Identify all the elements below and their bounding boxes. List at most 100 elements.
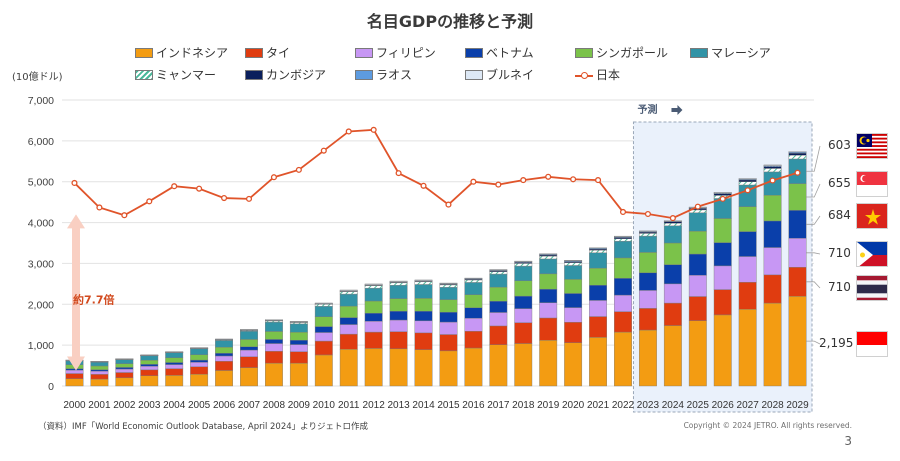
legend-item-thailand: タイ: [245, 44, 290, 61]
bar-segment-thailand: [215, 361, 233, 371]
bar-segment-brunei: [389, 280, 408, 282]
japan-point: [570, 176, 577, 183]
bar-segment-malaysia: [165, 352, 184, 359]
bar-segment-philippines: [564, 307, 583, 323]
bar-segment-philippines: [788, 238, 807, 268]
bar-segment-philippines: [713, 265, 732, 290]
bar-segment-thailand: [115, 372, 134, 379]
bar-stack-2013: [389, 280, 408, 387]
bar-segment-vietnam: [788, 210, 807, 239]
bar-segment-vietnam: [115, 367, 134, 370]
bar-stack-2023: [639, 230, 657, 387]
bar-stack-2018: [514, 260, 533, 387]
bar-segment-philippines: [240, 349, 258, 357]
legend-label: 日本: [596, 68, 621, 82]
bar-segment-malaysia: [364, 287, 383, 302]
legend-item-cambodia: カンボジア: [245, 66, 326, 83]
legend-label: インドネシア: [156, 46, 229, 60]
bar-segment-brunei: [240, 329, 258, 331]
bar-segment-vietnam: [713, 242, 732, 267]
japan-point: [121, 212, 128, 219]
bar-segment-indonesia: [314, 354, 333, 387]
bar-segment-cambodia: [763, 166, 782, 169]
bar-segment-brunei: [439, 282, 458, 284]
bar-segment-thailand: [389, 331, 408, 350]
bar-segment-vietnam: [140, 364, 159, 367]
bar-segment-singapore: [589, 267, 607, 286]
legend-item-philippines: フィリピン: [355, 44, 436, 61]
legend-swatch-malaysia: [690, 47, 708, 58]
bar-stack-2008: [265, 319, 283, 387]
y-tick-label: 2,000: [28, 299, 54, 311]
bar-segment-myanmar: [389, 282, 408, 286]
bar-segment-indonesia: [489, 344, 508, 387]
bar-segment-malaysia: [240, 331, 258, 340]
bar-segment-singapore: [90, 365, 109, 370]
bar-segment-vietnam: [165, 362, 184, 365]
bar-segment-thailand: [688, 296, 707, 321]
bar-stack-2004: [165, 351, 184, 387]
x-tick-label: 2029: [786, 400, 809, 411]
bar-segment-indonesia: [289, 362, 308, 387]
bar-segment-philippines: [464, 317, 483, 332]
chart-title: 名目GDPの推移と予測: [366, 12, 534, 31]
bar-segment-singapore: [165, 357, 184, 363]
bar-stack-2022: [614, 235, 632, 387]
bar-segment-brunei: [763, 164, 782, 166]
malaysia-flag-icon: [856, 133, 888, 159]
bar-segment-singapore: [539, 273, 558, 290]
bar-segment-singapore: [663, 242, 682, 265]
y-tick-label: 0: [48, 381, 54, 393]
x-tick-label: 2010: [313, 400, 336, 411]
bar-stack-2010: [314, 302, 333, 387]
callout-value-philippines: 710: [828, 246, 851, 260]
bar-segment-indonesia: [614, 331, 632, 387]
x-tick-label: 2008: [263, 400, 286, 411]
bar-segment-singapore: [639, 252, 657, 274]
bar-segment-brunei: [215, 338, 233, 340]
y-tick-label: 4,000: [28, 218, 54, 230]
bar-segment-singapore: [688, 230, 707, 255]
bar-segment-indonesia: [713, 314, 732, 387]
annotations: 約7.7倍: [67, 145, 821, 371]
bar-segment-philippines: [115, 368, 134, 373]
bar-segment-thailand: [439, 334, 458, 352]
bar-segment-thailand: [713, 289, 732, 316]
japan-point: [146, 198, 153, 205]
bar-segment-thailand: [265, 351, 283, 364]
bar-segment-indonesia: [240, 367, 258, 387]
japan-point: [420, 182, 427, 189]
bar-segment-myanmar: [539, 255, 558, 260]
bar-segment-philippines: [389, 319, 408, 332]
x-tick-label: 2014: [412, 400, 435, 411]
bar-stack-2016: [464, 277, 483, 387]
bar-segment-brunei: [489, 269, 508, 271]
bar-segment-brunei: [90, 361, 109, 362]
bar-segment-malaysia: [614, 240, 632, 259]
bar-segment-philippines: [663, 283, 682, 304]
bar-segment-indonesia: [514, 343, 533, 387]
bar-segment-myanmar: [788, 155, 807, 160]
bar-segment-malaysia: [90, 361, 109, 367]
bar-segment-singapore: [364, 300, 383, 314]
bar-segment-singapore: [240, 339, 258, 347]
legend-item-indonesia: インドネシア: [135, 44, 228, 61]
bar-segment-myanmar: [314, 304, 333, 307]
legend-swatch-indonesia: [135, 47, 153, 58]
y-tick-label: 1,000: [28, 340, 54, 352]
bar-segment-myanmar: [564, 262, 583, 266]
japan-point: [744, 187, 751, 194]
x-tick-label: 2028: [761, 400, 784, 411]
japan-point: [719, 195, 726, 202]
x-tick-label: 2007: [238, 400, 261, 411]
bar-segment-vietnam: [539, 288, 558, 303]
bar-segment-singapore: [414, 298, 433, 312]
bar-segment-singapore: [389, 298, 408, 312]
bar-segment-brunei: [464, 277, 483, 279]
bar-segment-indonesia: [265, 362, 283, 387]
bar-segment-singapore: [614, 257, 632, 279]
legend-label: カンボジア: [266, 68, 327, 82]
bar-segment-indonesia: [339, 349, 358, 387]
x-tick-label: 2027: [737, 400, 760, 411]
bar-stack-2005: [190, 347, 209, 387]
